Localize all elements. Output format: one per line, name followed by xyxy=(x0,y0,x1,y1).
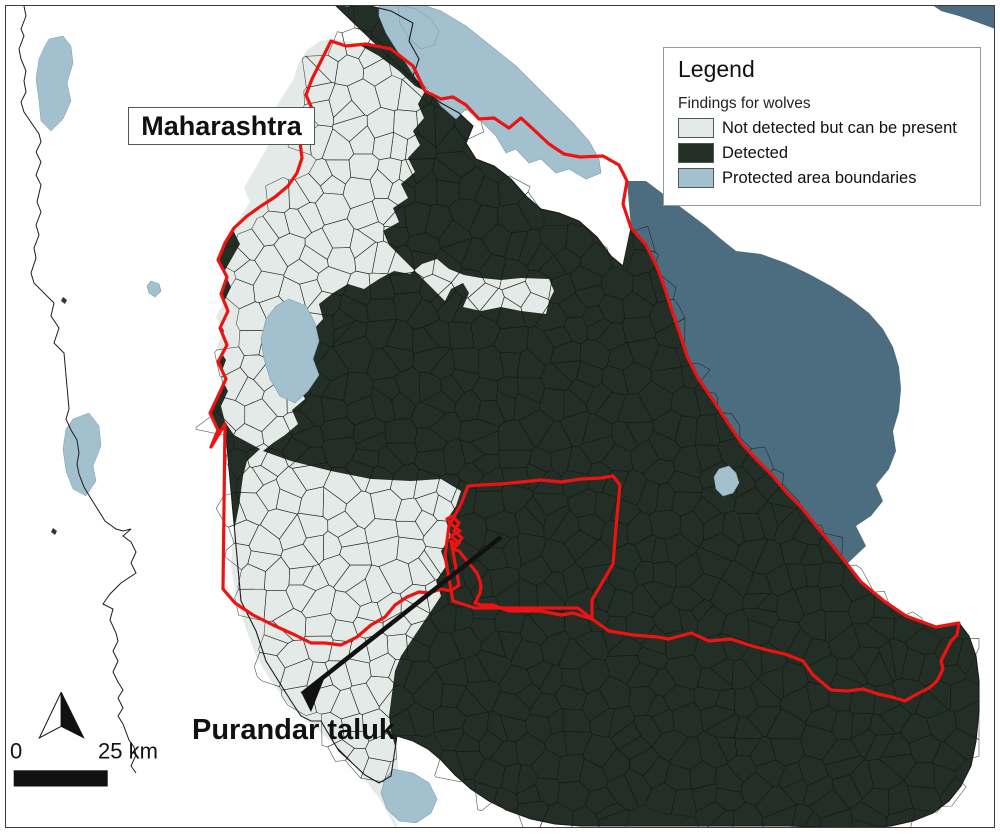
svg-text:0: 0 xyxy=(10,739,22,764)
svg-text:25 km: 25 km xyxy=(98,739,158,764)
